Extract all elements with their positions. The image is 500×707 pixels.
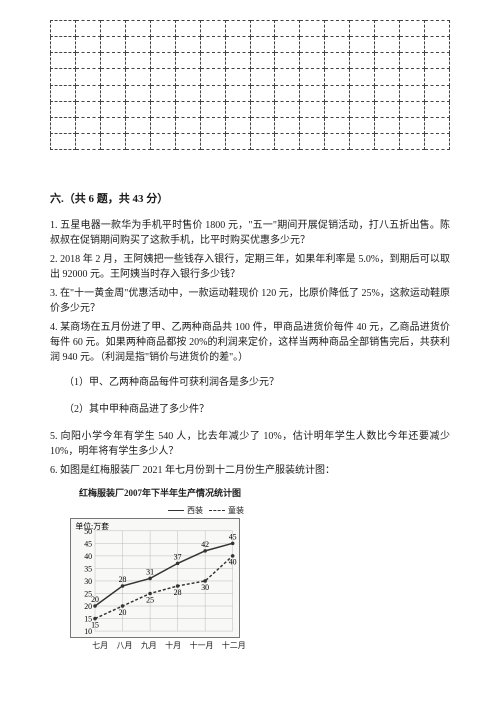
chart-svg: 单位:万套10152025303540455020283137424515202… [71, 519, 239, 637]
svg-text:28: 28 [174, 588, 182, 597]
question-1: 1. 五星电器一款华为手机平时售价 1800 元，"五一"期间开展促销活动，打八… [50, 218, 450, 248]
svg-text:45: 45 [229, 532, 237, 541]
legend-item-1: 西装 [168, 505, 203, 516]
legend-line-dashed [209, 510, 225, 511]
chart-container: 红梅服装厂2007年下半年生产情况统计图 西装 童装 单位:万套10152025… [70, 486, 250, 651]
chart-plot-area: 单位:万套10152025303540455020283137424515202… [70, 518, 240, 638]
svg-text:20: 20 [119, 608, 127, 617]
question-2: 2. 2018 年 2 月，王阿姨把一些钱存入银行，定期三年，如果年利率是 5.… [50, 252, 450, 282]
svg-text:单位:万套: 单位:万套 [75, 521, 109, 531]
legend-item-2: 童装 [209, 505, 244, 516]
question-4-1: （1）甲、乙两种商品每件可获利润各是多少元？ [64, 375, 450, 390]
svg-text:42: 42 [201, 540, 209, 549]
x-axis-labels: 七月八月九月十月十一月十二月 [70, 638, 250, 651]
answer-grid [50, 20, 450, 150]
chart-title: 红梅服装厂2007年下半年生产情况统计图 [70, 486, 250, 499]
chart-legend: 西装 童装 [70, 505, 250, 516]
legend-line-solid [168, 510, 184, 511]
section-title: 六.（共 6 题，共 43 分） [50, 190, 450, 206]
svg-text:40: 40 [84, 552, 92, 561]
legend-label-2: 童装 [228, 505, 244, 516]
svg-text:15: 15 [91, 620, 99, 629]
svg-text:37: 37 [174, 552, 182, 561]
svg-text:40: 40 [229, 558, 237, 567]
question-4-2: （2）其中甲种商品进了多少件？ [64, 402, 450, 417]
question-3: 3. 在"十一黄金周"优惠活动中，一款运动鞋现价 120 元，比原价降低了 25… [50, 286, 450, 316]
svg-text:20: 20 [91, 595, 99, 604]
svg-text:30: 30 [201, 583, 209, 592]
question-4: 4. 某商场在五月份进了甲、乙两种商品共 100 件，甲商品进货价每件 40 元… [50, 320, 450, 365]
svg-text:45: 45 [84, 539, 92, 548]
svg-text:28: 28 [119, 575, 127, 584]
svg-text:31: 31 [146, 568, 154, 577]
svg-text:35: 35 [84, 564, 92, 573]
legend-label-1: 西装 [187, 505, 203, 516]
question-6: 6. 如图是红梅服装厂 2021 年七月份到十二月份生产服装统计图： [50, 463, 450, 478]
svg-text:30: 30 [84, 577, 92, 586]
question-5: 5. 向阳小学今年有学生 540 人，比去年减少了 10%，估计明年学生人数比今… [50, 429, 450, 459]
svg-text:25: 25 [146, 595, 154, 604]
svg-text:50: 50 [84, 527, 92, 536]
